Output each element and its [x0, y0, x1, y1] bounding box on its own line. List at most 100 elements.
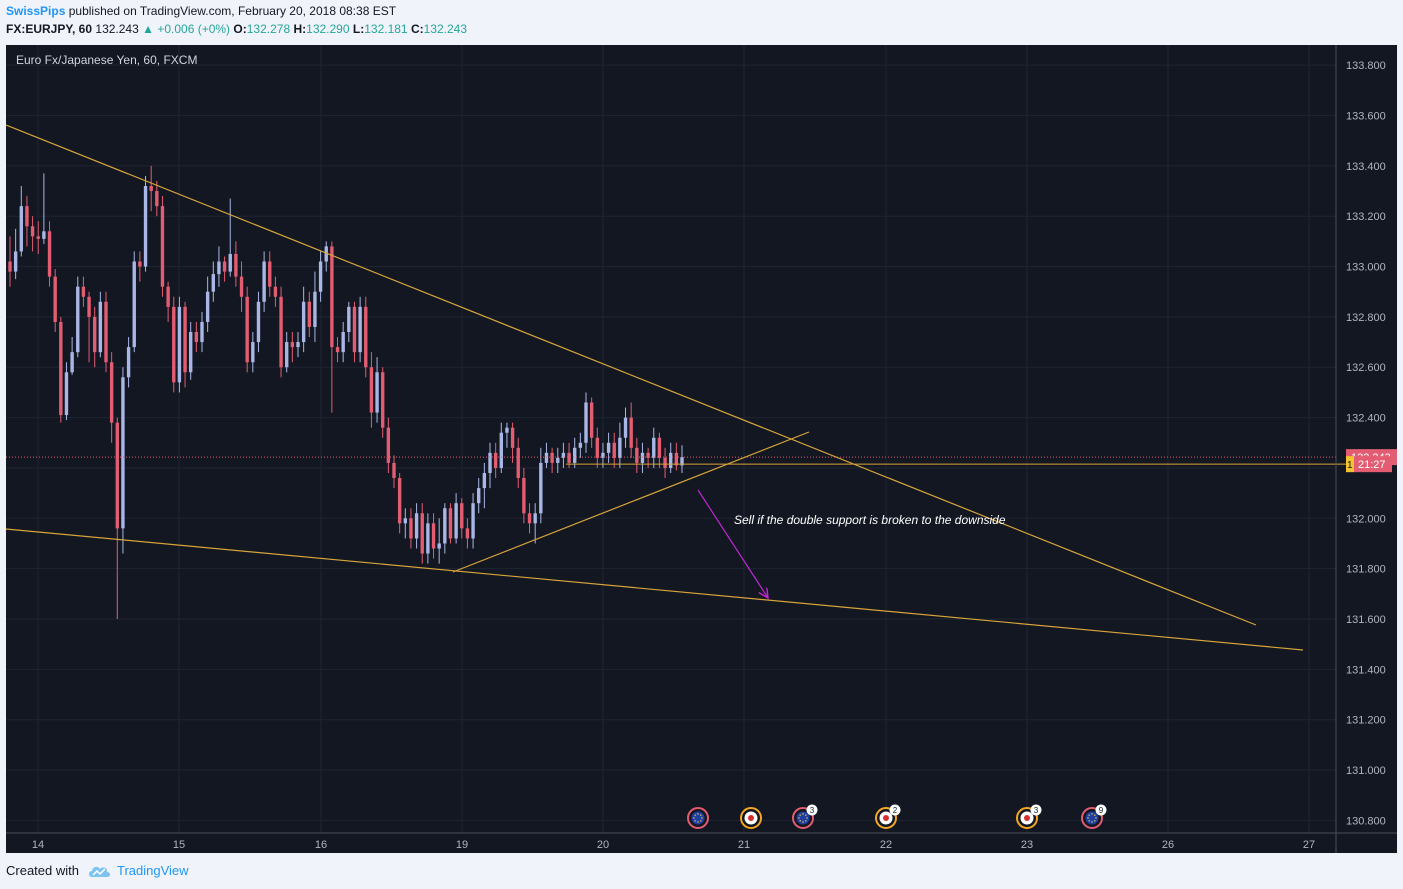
candle-up	[573, 447, 577, 463]
candle-down	[59, 321, 63, 416]
candle-down	[465, 528, 470, 539]
x-tick-label: 20	[597, 839, 609, 851]
candle-up	[132, 261, 136, 348]
candle-down	[493, 452, 498, 468]
candle-down	[646, 452, 650, 458]
candle-down	[160, 206, 165, 287]
candle-up	[669, 452, 673, 468]
candle-down	[183, 306, 187, 373]
candle-up	[561, 452, 566, 458]
x-tick-label: 16	[315, 839, 327, 851]
x-tick-label: 21	[738, 839, 750, 851]
author-name[interactable]: SwissPips	[6, 4, 66, 18]
candle-down	[352, 306, 357, 353]
candle-up	[64, 372, 69, 416]
candle-up	[533, 513, 537, 524]
candle-up	[584, 402, 588, 443]
footer: Created with TradingView	[6, 863, 189, 878]
flag-star	[700, 820, 702, 822]
flag-star	[805, 814, 807, 816]
candle-up	[499, 432, 503, 468]
y-tick-label: 133.600	[1346, 110, 1386, 122]
flag-star	[1095, 817, 1097, 819]
ascending-support-trendline[interactable]	[452, 431, 810, 573]
y-tick-label: 130.800	[1346, 815, 1386, 827]
flag-star	[802, 813, 804, 815]
flag-star	[1094, 820, 1096, 822]
candle-up	[652, 437, 656, 458]
tradingview-link[interactable]: TradingView	[116, 863, 189, 878]
event-count-text: 2	[893, 806, 898, 815]
flag-star	[798, 817, 800, 819]
candle-down	[194, 332, 199, 343]
y-tick-label: 132.800	[1346, 312, 1386, 324]
candle-down	[245, 296, 249, 363]
candle-down	[635, 447, 639, 463]
arrow-annotation[interactable]	[697, 489, 768, 598]
candle-down	[87, 296, 91, 317]
published-text: published on TradingView.com, February 2…	[68, 4, 397, 18]
candle-down	[268, 261, 272, 287]
low-value: 132.181	[364, 22, 408, 36]
flag-star	[1091, 821, 1093, 823]
publish-info: SwissPips published on TradingView.com, …	[6, 4, 396, 18]
flag-star	[697, 821, 699, 823]
candle-up	[76, 286, 80, 353]
event-count-text: 3	[810, 806, 815, 815]
candle-down	[290, 342, 295, 348]
candle-down	[172, 306, 176, 383]
y-tick-label: 131.200	[1346, 715, 1386, 727]
candle-up	[403, 518, 407, 524]
candle-down	[629, 417, 633, 448]
descending-resistance-trendline[interactable]	[6, 124, 1257, 626]
y-tick-label: 131.000	[1346, 765, 1386, 777]
candle-up	[680, 457, 684, 466]
candle-up	[471, 503, 475, 539]
candle-up	[13, 251, 18, 272]
y-tick-label: 131.800	[1346, 564, 1386, 576]
chart-title: Euro Fx/Japanese Yen, 60, FXCM	[16, 53, 197, 67]
candle-up	[200, 321, 204, 343]
candle-up	[251, 342, 255, 363]
candle-down	[8, 261, 12, 272]
candle-up	[19, 206, 23, 252]
flag-star	[693, 817, 695, 819]
candle-up	[296, 342, 300, 348]
candle-down	[234, 253, 238, 277]
candle-down	[369, 367, 374, 413]
flag-sun	[883, 815, 889, 821]
x-tick-label: 26	[1162, 839, 1174, 851]
candle-up	[256, 301, 261, 343]
flag-star	[694, 820, 696, 822]
candle-up	[426, 523, 430, 554]
event-count-badge	[889, 804, 901, 816]
flag-sun	[748, 815, 754, 821]
last-price: 132.243	[95, 22, 139, 36]
candle-down	[25, 206, 29, 227]
candle-up	[482, 472, 487, 489]
candle-down	[516, 447, 520, 479]
y-tick-label: 131.400	[1346, 664, 1386, 676]
flag-star	[1088, 814, 1090, 816]
candle-down	[657, 437, 662, 458]
candle-down	[222, 261, 227, 272]
candle-up	[640, 452, 645, 463]
close-label: C:	[410, 22, 424, 36]
candle-up	[539, 462, 543, 514]
candle-up	[42, 231, 46, 239]
x-tick-label: 19	[456, 839, 468, 851]
lower-support-trendline[interactable]	[6, 528, 1304, 651]
candle-up	[318, 261, 323, 292]
chart-panel[interactable]: 130.800 131.000 131.200 131.400 131.600 131.8…	[6, 45, 1397, 853]
candle-down	[109, 362, 114, 423]
candle-up	[358, 306, 362, 353]
candlestick-chart[interactable]: 130.800 131.000 131.200 131.400 131.600 131.8…	[6, 45, 1397, 853]
flag-star	[805, 820, 807, 822]
candle-down	[155, 191, 159, 207]
event-count-badge	[806, 804, 818, 816]
price-change: ▲ +0.006 (+0%)	[142, 22, 231, 36]
candle-down	[273, 286, 278, 297]
flag-star	[802, 821, 804, 823]
candle-down	[522, 478, 526, 514]
candle-down	[392, 462, 396, 479]
